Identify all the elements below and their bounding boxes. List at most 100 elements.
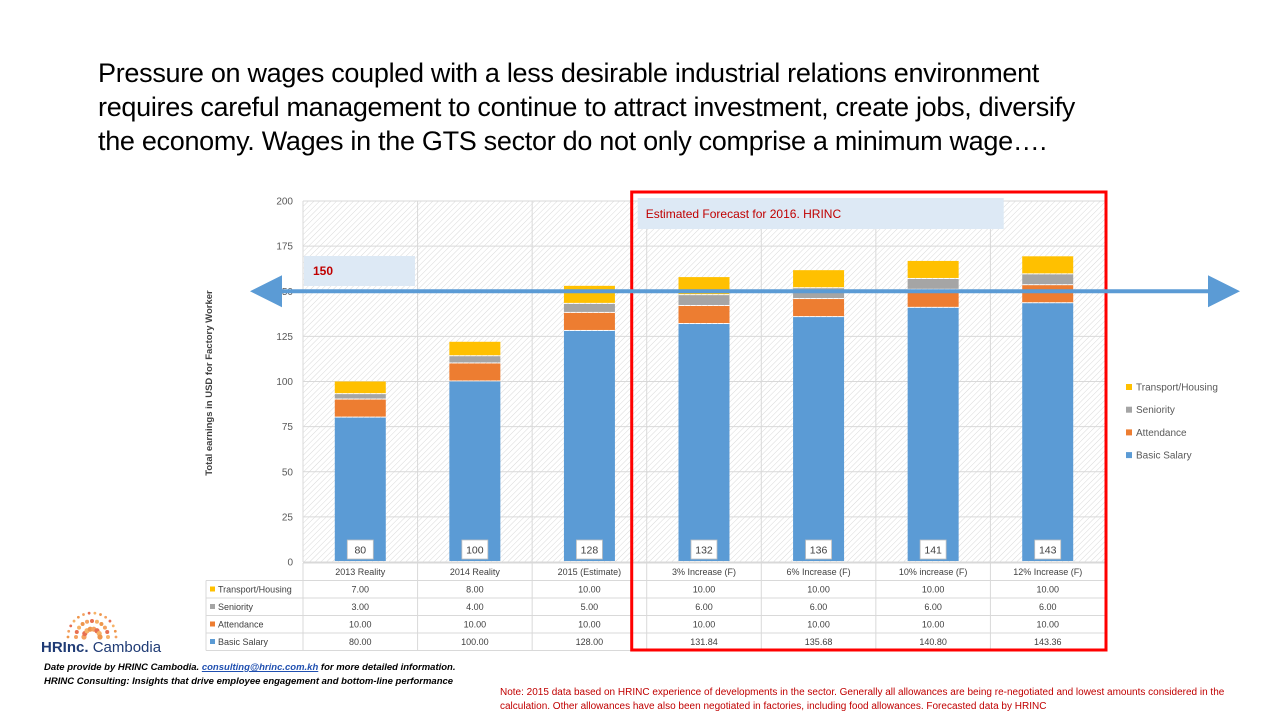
table-cell: 10.00	[693, 585, 716, 595]
data-label: 128	[581, 545, 599, 557]
data-label-box	[461, 539, 489, 560]
logo-dot	[114, 635, 118, 639]
data-label-box	[690, 539, 718, 560]
table-cell: 6.00	[810, 602, 828, 612]
table-cell: 8.00	[466, 585, 484, 595]
table-cell: 128.00	[576, 637, 604, 647]
bar-segment	[449, 356, 501, 363]
bar-series	[334, 256, 1074, 561]
bar-segment	[678, 305, 730, 324]
y-tick-label: 175	[276, 242, 293, 253]
data-labels: 80 100 128 132 136 141 143	[346, 539, 1062, 560]
logo-dot	[102, 625, 107, 630]
data-label-box	[576, 539, 603, 560]
title-line: Pressure on wages coupled with a less de…	[98, 58, 1040, 88]
bar-segment	[678, 324, 730, 561]
data-label: 80	[354, 545, 366, 557]
x-tick-label: 12% Increase (F)	[1013, 567, 1082, 577]
legend-label: Attendance	[1136, 428, 1187, 439]
logo-brand: HRInc.	[41, 639, 89, 656]
logo-dot	[82, 613, 85, 616]
data-label-box	[1034, 539, 1062, 560]
table-row-label: Basic Salary	[218, 637, 269, 647]
y-axis-label: Total earnings in USD for Factory Worker	[204, 290, 215, 476]
logo-dot	[80, 622, 85, 627]
table-cell: 10.00	[807, 585, 830, 595]
bar-segment	[1022, 285, 1074, 303]
bar-segment	[563, 303, 615, 312]
table-cell: 80.00	[349, 637, 372, 647]
table-cell: 140.80	[919, 637, 947, 647]
table-cell: 10.00	[922, 620, 945, 630]
logo-dot	[66, 635, 70, 639]
y-tick-label: 125	[276, 332, 293, 343]
table-row-label: Transport/Housing	[218, 585, 292, 595]
table-cell: 5.00	[581, 602, 599, 612]
logo-dot	[74, 630, 79, 635]
data-label-box	[805, 539, 832, 560]
page-title: Pressure on wages coupled with a less de…	[98, 56, 1218, 158]
table-cell: 6.00	[1039, 602, 1057, 612]
logo-dot	[87, 626, 93, 632]
logo-dot	[87, 611, 91, 615]
data-label: 141	[924, 545, 942, 557]
data-label-box	[346, 539, 374, 560]
forecast-highlight-box	[630, 190, 1108, 652]
logo-dot	[93, 611, 97, 615]
table-legend-key	[210, 621, 215, 627]
table-cell: 131.84	[690, 637, 718, 647]
legend-key	[1126, 384, 1132, 390]
forecast-group: Estimated Forecast for 2016. HRINC	[630, 190, 1108, 652]
table-row-label: Attendance	[218, 620, 264, 630]
contact-email-link[interactable]: consulting@hrinc.com.kh	[201, 662, 319, 673]
data-table: 2013 Reality 2014 Reality 2015 (Estimate) 3…	[205, 562, 1106, 651]
bar-segment	[907, 260, 959, 278]
footer: Date provide by HRINC Cambodia. consulti…	[44, 661, 456, 689]
hrinc-logo-icon	[66, 611, 118, 640]
logo-dot	[105, 630, 110, 635]
logo-dot	[90, 619, 94, 623]
x-tick-label: 2015 (Estimate)	[558, 567, 622, 577]
logo-dot	[104, 615, 108, 619]
legend-key	[1126, 429, 1132, 436]
x-tick-label: 6% Increase (F)	[787, 567, 851, 577]
logo-dot	[85, 619, 90, 624]
bar-segment	[1022, 256, 1074, 274]
logo-dot	[69, 624, 73, 628]
y-tick-label: 25	[282, 512, 294, 523]
table-cell: 10.00	[693, 620, 716, 630]
y-tick-label: 75	[282, 422, 294, 433]
logo-dot	[94, 619, 99, 624]
bar-segment	[563, 312, 615, 330]
bar-segment	[907, 278, 959, 289]
table-cell: 10.00	[807, 620, 830, 630]
footer-suffix: for more detailed information.	[318, 662, 456, 673]
footer-line-2: HRINC Consulting: Insights that drive em…	[44, 676, 454, 687]
bar-segment	[334, 394, 386, 399]
table-cell: 100.00	[461, 637, 489, 647]
logo-region: Cambodia	[92, 639, 162, 656]
footnote: Note: 2015 data based on HRINC experienc…	[500, 687, 1225, 712]
forecast-label-box	[637, 198, 1004, 229]
x-tick-label: 2014 Reality	[450, 567, 501, 577]
logo-dot	[77, 625, 82, 630]
logo-dot	[76, 615, 80, 619]
bar-segment	[793, 317, 845, 561]
bar-segment	[1022, 274, 1074, 285]
bar-segment	[563, 330, 615, 561]
logo-dot	[99, 622, 104, 627]
bar-segment	[334, 399, 386, 417]
table-legend-key	[210, 604, 215, 609]
bar-segment	[449, 341, 501, 356]
data-label-box	[919, 539, 947, 560]
logo-dot	[111, 624, 115, 628]
logo-dot	[72, 619, 76, 623]
table-cell: 143.36	[1034, 637, 1062, 647]
bar-segment	[563, 285, 615, 303]
logo-dot	[99, 613, 102, 616]
table-cell: 7.00	[352, 585, 370, 595]
legend: Transport/Housing Seniority Attendance Basi…	[1126, 383, 1218, 462]
table-cell: 4.00	[466, 602, 484, 612]
table-cell: 6.00	[924, 602, 942, 612]
